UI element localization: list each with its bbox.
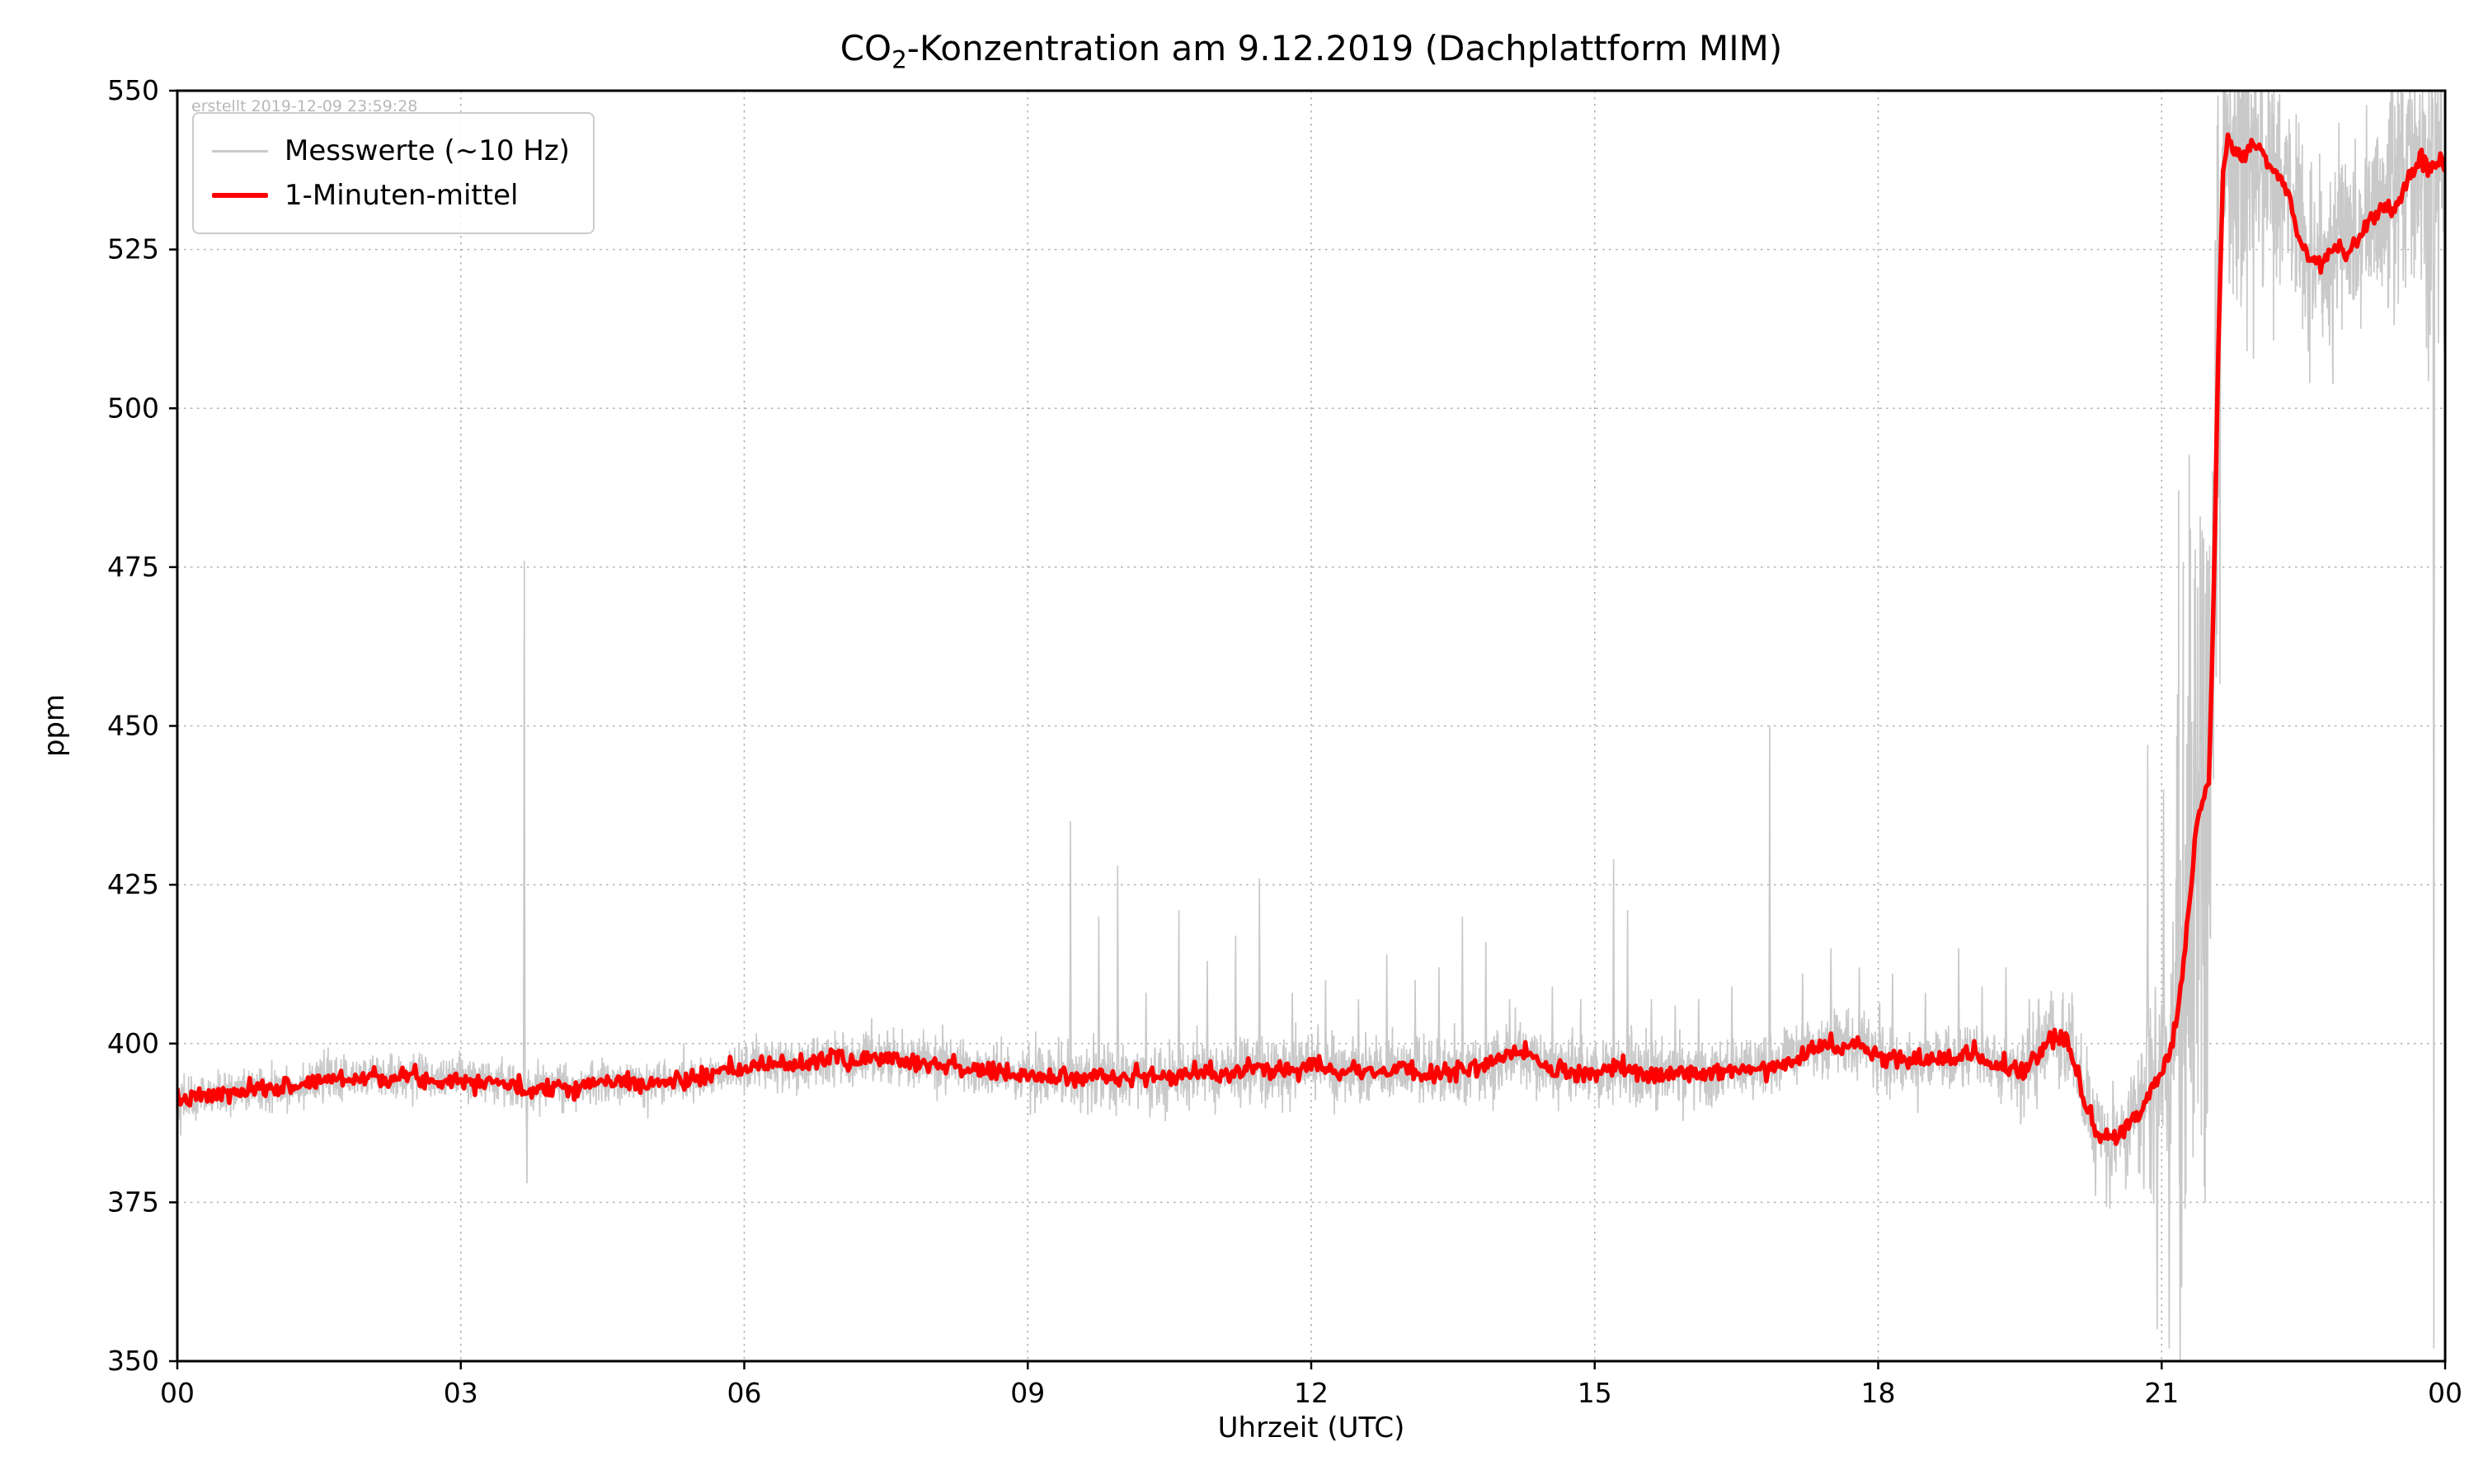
- svg-text:400: 400: [107, 1027, 159, 1059]
- svg-text:12: 12: [1294, 1377, 1329, 1409]
- svg-text:525: 525: [107, 233, 159, 265]
- svg-text:550: 550: [107, 74, 159, 106]
- svg-text:15: 15: [1578, 1377, 1612, 1409]
- chart-title-rest: -Konzentration am 9.12.2019 (Dachplattfo…: [906, 28, 1783, 68]
- legend-label-minutenmittel: 1-Minuten-mittel: [285, 179, 519, 212]
- svg-text:500: 500: [107, 392, 159, 424]
- legend-label-messwerte: Messwerte (~10 Hz): [285, 134, 570, 167]
- svg-text:475: 475: [107, 551, 159, 583]
- svg-text:350: 350: [107, 1345, 159, 1377]
- legend-item-minutenmittel: 1-Minuten-mittel: [212, 173, 570, 218]
- svg-text:03: 03: [444, 1377, 478, 1409]
- svg-text:375: 375: [107, 1186, 159, 1218]
- svg-text:18: 18: [1861, 1377, 1896, 1409]
- svg-text:00: 00: [2428, 1377, 2462, 1409]
- red-line-sample: [212, 193, 268, 198]
- chart-title: CO2-Konzentration am 9.12.2019 (Dachplat…: [840, 28, 1783, 73]
- x-axis-label: Uhrzeit (UTC): [1217, 1411, 1405, 1444]
- chart-title-prefix: CO: [840, 28, 892, 68]
- svg-text:00: 00: [160, 1377, 195, 1409]
- gray-line-sample: [212, 149, 268, 153]
- created-timestamp: erstellt 2019-12-09 23:59:28: [191, 97, 418, 115]
- legend: Messwerte (~10 Hz) 1-Minuten-mittel: [192, 112, 595, 234]
- svg-text:06: 06: [727, 1377, 762, 1409]
- y-axis-label: ppm: [38, 693, 71, 758]
- legend-item-messwerte: Messwerte (~10 Hz): [212, 129, 570, 173]
- svg-text:450: 450: [107, 710, 159, 742]
- chart-title-subscript: 2: [891, 45, 907, 74]
- svg-text:09: 09: [1010, 1377, 1045, 1409]
- svg-text:425: 425: [107, 868, 159, 900]
- svg-text:21: 21: [2144, 1377, 2179, 1409]
